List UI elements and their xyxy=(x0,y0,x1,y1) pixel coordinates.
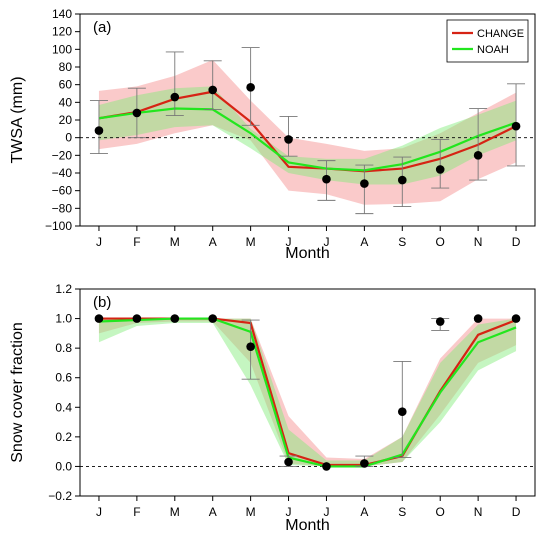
panel-label: (a) xyxy=(93,19,111,36)
y-tick-label: 0.4 xyxy=(55,400,72,414)
observed-point xyxy=(322,462,331,471)
observed-point xyxy=(397,407,407,417)
x-tick-label: A xyxy=(360,505,368,519)
x-tick-label: F xyxy=(133,505,140,519)
x-tick-label: M xyxy=(246,235,256,249)
x-tick-label: D xyxy=(512,235,521,249)
y-tick-label: 80 xyxy=(59,60,73,74)
error-bar xyxy=(203,60,222,110)
y-tick-label: 100 xyxy=(52,42,72,56)
y-tick-label: 1.0 xyxy=(55,312,72,326)
observed-point xyxy=(322,174,331,184)
band-noah xyxy=(98,318,517,467)
x-tick-label: N xyxy=(474,235,483,249)
observed-point xyxy=(208,85,218,95)
observed-point xyxy=(435,165,445,174)
y-axis-title: Snow cover fraction xyxy=(9,322,26,463)
panel-a: −100 −80 −60 −40 −20 0 20 40 60 80 100 120 140 J F M A M J… xyxy=(9,7,536,262)
observed-point xyxy=(435,317,445,326)
x-tick-label: J xyxy=(323,505,329,519)
observed-point xyxy=(132,314,142,323)
x-axis-title: Month xyxy=(285,245,329,262)
legend-box xyxy=(446,19,529,63)
y-tick-label: −80 xyxy=(52,201,73,215)
x-tick-label: S xyxy=(398,235,406,249)
error-bar xyxy=(165,51,184,117)
x-tick-label: J xyxy=(96,235,102,249)
series-line-noah xyxy=(98,107,517,172)
y-tick-label: 0.0 xyxy=(55,459,72,473)
x-tick-label: J xyxy=(323,235,329,249)
y-tick-label: 1.2 xyxy=(55,282,72,296)
observed-point xyxy=(170,314,180,323)
x-tick-label: A xyxy=(209,505,217,519)
series-line-change xyxy=(98,90,517,173)
y-tick-label: −20 xyxy=(52,148,73,162)
x-tick-label: O xyxy=(436,505,445,519)
legend: CHANGE NOAH xyxy=(446,19,529,63)
x-tick-label: N xyxy=(474,505,483,519)
panel-label: (b) xyxy=(93,294,111,311)
y-tick-label: 0 xyxy=(65,131,72,145)
observed-point xyxy=(397,175,407,185)
x-tick-label: J xyxy=(286,505,292,519)
observed-point xyxy=(360,179,369,188)
x-tick-label: O xyxy=(436,235,445,249)
observed-point xyxy=(473,314,483,323)
observed-point xyxy=(246,83,255,92)
observed-point xyxy=(511,314,521,323)
x-axis-title: Month xyxy=(285,517,329,534)
observed-point xyxy=(284,457,293,467)
y-tick-label: 0.2 xyxy=(55,430,72,444)
x-tick-label: M xyxy=(246,505,256,519)
y-tick-label: 0.6 xyxy=(55,371,72,385)
y-axis-title: TWSA (mm) xyxy=(9,76,26,163)
x-tick-label: M xyxy=(170,235,180,249)
y-tick-label: 0.8 xyxy=(55,341,72,355)
observed-point xyxy=(132,108,142,118)
band-change xyxy=(98,318,517,467)
observed-point xyxy=(284,135,293,144)
y-tick-label: −100 xyxy=(45,219,72,233)
series-line-noah xyxy=(98,317,517,468)
x-tick-label: M xyxy=(170,505,180,519)
error-bar xyxy=(469,108,488,181)
legend-label-change: CHANGE xyxy=(477,28,524,40)
y-tick-label: 120 xyxy=(52,25,72,39)
observed-point xyxy=(94,314,104,323)
error-bar xyxy=(431,138,450,189)
y-tick-label: −60 xyxy=(52,184,73,198)
x-tick-label: F xyxy=(133,235,140,249)
x-tick-label: D xyxy=(512,505,521,519)
x-tick-label: J xyxy=(96,505,102,519)
y-tick-label: 20 xyxy=(59,113,73,127)
observed-point xyxy=(94,126,104,135)
y-tick-label: 140 xyxy=(52,7,72,21)
observed-point xyxy=(360,459,369,468)
error-bar xyxy=(355,164,374,215)
y-tick-label: −40 xyxy=(52,166,73,180)
x-tick-label: A xyxy=(360,235,368,249)
panel-b: −0.2 0.0 0.2 0.4 0.6 0.8 1.0 1.2 J F M A M J J A S O N D Mon… xyxy=(9,282,536,534)
observed-point xyxy=(246,342,255,351)
band-change xyxy=(98,59,517,205)
x-tick-label: J xyxy=(286,235,292,249)
y-tick-label: −0.2 xyxy=(48,489,72,503)
legend-label-noah: NOAH xyxy=(477,44,509,56)
observed-point xyxy=(473,151,483,160)
x-tick-label: A xyxy=(209,235,217,249)
y-tick-label: 40 xyxy=(59,95,73,109)
observed-point xyxy=(170,92,180,102)
observed-point xyxy=(208,314,218,323)
plot-frame xyxy=(79,288,536,497)
y-tick-label: 60 xyxy=(59,78,73,92)
x-tick-label: S xyxy=(398,505,406,519)
observed-point xyxy=(511,121,521,131)
